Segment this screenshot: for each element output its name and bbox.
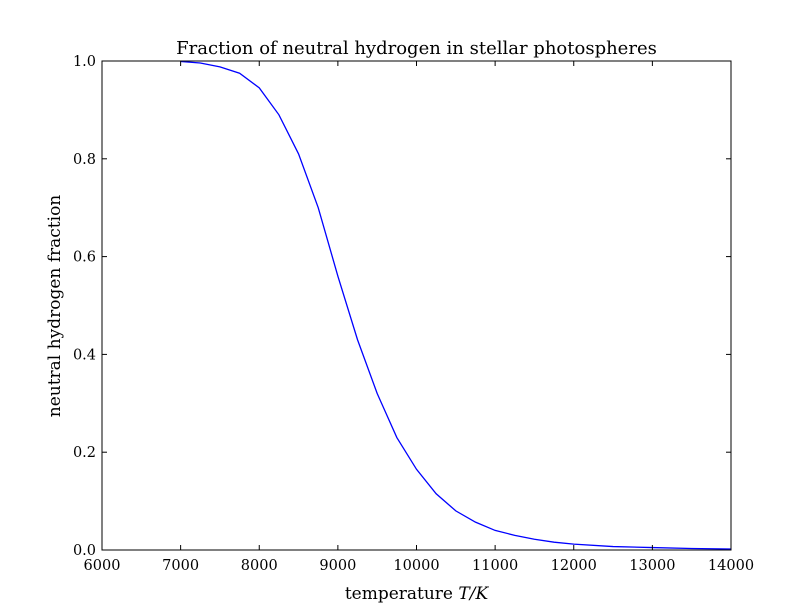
x-tick-label: 13000 (629, 558, 675, 574)
y-tick-label: 1.0 (73, 54, 96, 70)
x-tick-label: 12000 (551, 558, 597, 574)
chart-title: Fraction of neutral hydrogen in stellar … (176, 38, 657, 59)
x-tick-label: 8000 (241, 558, 278, 574)
x-tick-label: 6000 (84, 558, 121, 574)
x-axis-label-text: temperature (345, 584, 459, 604)
x-tick-label: 9000 (319, 558, 356, 574)
series-line-0 (180, 60, 732, 550)
y-tick-label: 0.0 (73, 543, 96, 559)
y-tick-label: 0.8 (73, 152, 96, 168)
y-axis-label: neutral hydrogen fraction (45, 195, 65, 418)
y-tick-label: 0.6 (73, 250, 96, 266)
x-axis-label-math: T/K (458, 584, 489, 604)
y-tick-label: 0.4 (73, 347, 96, 363)
x-tick-label: 14000 (708, 558, 754, 574)
x-tick-label: 7000 (162, 558, 199, 574)
x-tick-label: 11000 (472, 558, 518, 574)
plot-frame (101, 60, 732, 551)
y-tick-label: 0.2 (73, 445, 96, 461)
x-axis-label: temperature T/K (345, 584, 490, 604)
x-tick-label: 10000 (393, 558, 439, 574)
plot-area: 6000 7000 8000 9000 10000 11000 12000 13000 1400… (73, 54, 754, 574)
